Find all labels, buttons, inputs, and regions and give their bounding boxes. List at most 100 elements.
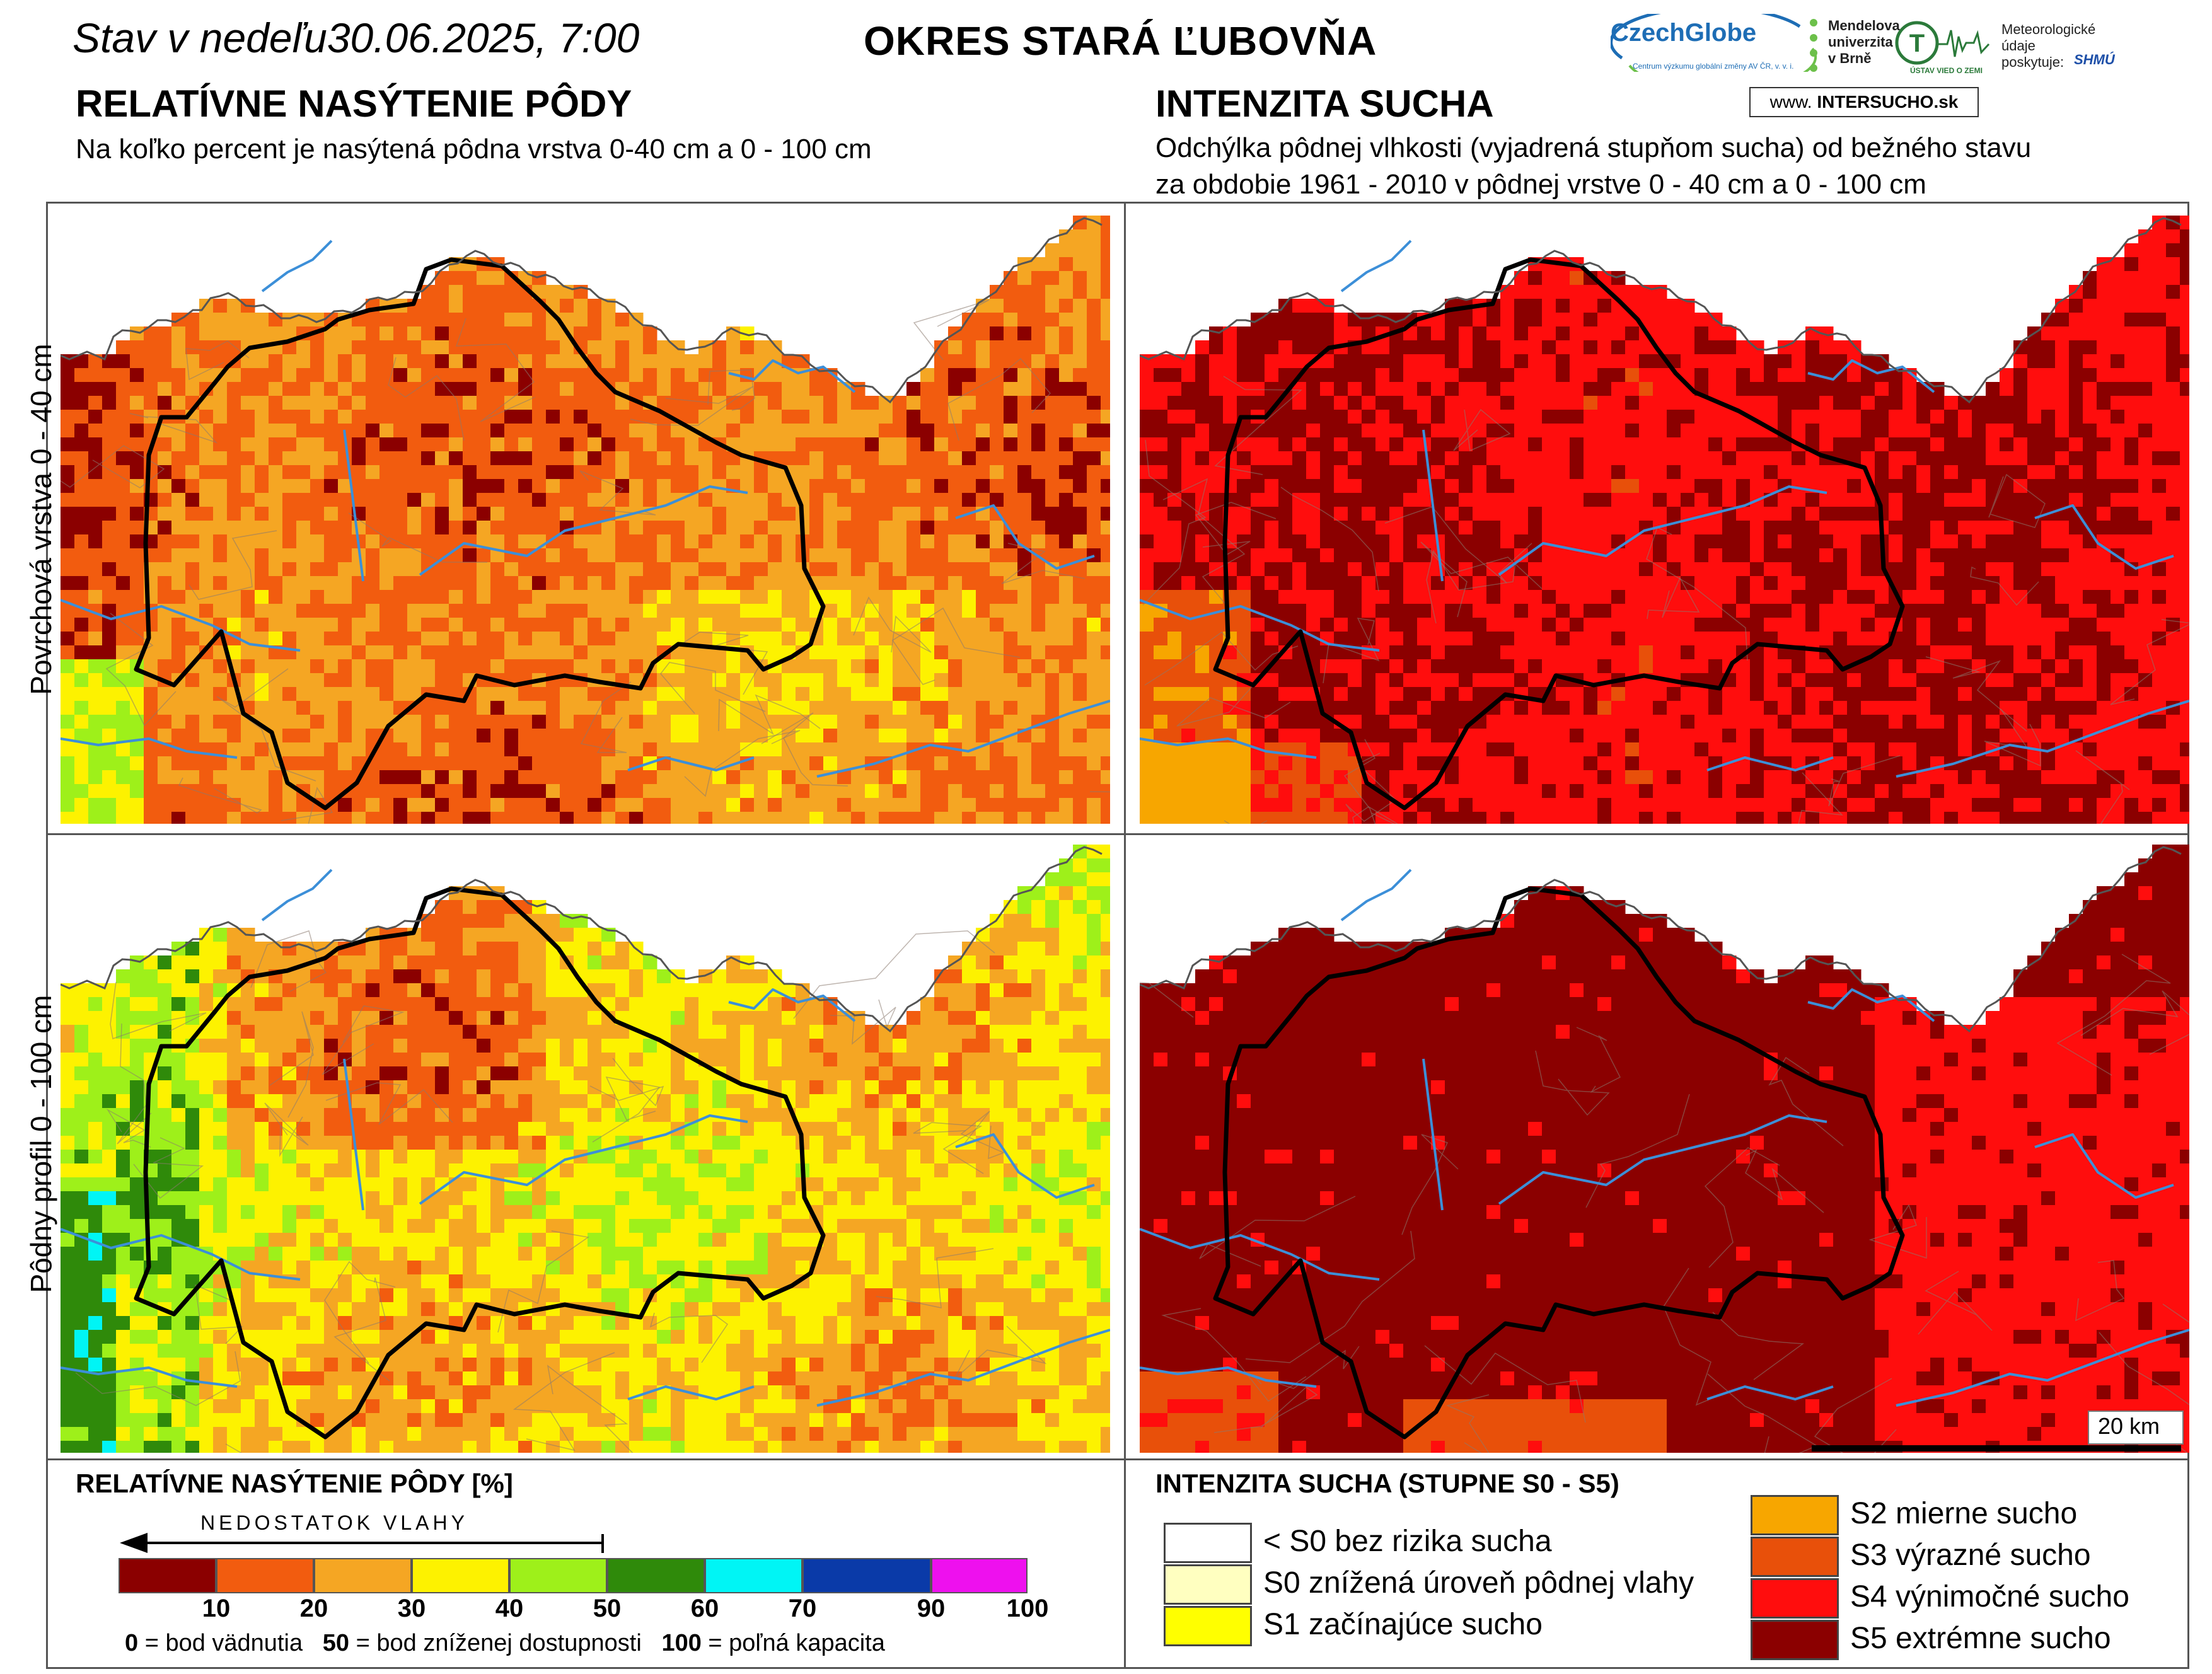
map-cell: [324, 410, 339, 424]
map-cell: [393, 673, 408, 688]
intersucho-link[interactable]: www. INTERSUCHO.sk: [1749, 87, 1979, 117]
map-cell: [712, 729, 727, 743]
map-cell: [435, 798, 449, 812]
map-cell: [671, 451, 685, 466]
map-cell: [685, 770, 699, 785]
map-cell: [643, 368, 657, 383]
map-cell: [1431, 673, 1445, 688]
map-cell: [1140, 618, 1154, 632]
map-cell: [643, 645, 657, 660]
map-cell: [310, 632, 325, 646]
map-cell: [1486, 313, 1501, 327]
map-cell: [1625, 729, 1640, 743]
map-cell: [1750, 465, 1764, 480]
map-cell: [1017, 437, 1032, 452]
map-cell: [1389, 576, 1404, 591]
map-cell: [352, 479, 366, 494]
map-cell: [1017, 451, 1032, 466]
map-cell: [1278, 424, 1293, 438]
map-cell: [1445, 424, 1459, 438]
map-cell: [88, 715, 103, 729]
map-cell: [158, 632, 172, 646]
map-cell: [1514, 299, 1529, 313]
map-cell: [1306, 340, 1321, 355]
map-cell: [837, 562, 852, 577]
map-cell: [269, 715, 283, 729]
map-cell: [1736, 590, 1751, 604]
map-cell: [88, 479, 103, 494]
map-cell: [546, 590, 560, 604]
map-cell: [449, 645, 463, 660]
map-cell: [574, 770, 588, 785]
map-cell: [1375, 770, 1390, 785]
map-cell: [185, 548, 200, 563]
map-cell: [449, 701, 463, 715]
map-cell: [1348, 715, 1362, 729]
map-cell: [1889, 451, 1903, 466]
map-cell: [1004, 382, 1018, 396]
map-cell: [629, 479, 644, 494]
map-cell: [1195, 784, 1210, 799]
map-cell: [407, 507, 422, 521]
map-cell: [1584, 410, 1598, 424]
map-cell: [504, 465, 519, 480]
map-cell: [1847, 521, 1862, 535]
map-cell: [712, 742, 727, 757]
map-cell: [1004, 784, 1018, 799]
map-cell: [532, 326, 547, 341]
map-cell: [1611, 451, 1626, 466]
map-cell: [698, 382, 713, 396]
map-cell: [934, 770, 949, 785]
map-cell: [1694, 340, 1709, 355]
map-cell: [1819, 396, 1834, 410]
map-cell: [1667, 729, 1681, 743]
map-cell: [1570, 521, 1584, 535]
map-cell: [407, 590, 422, 604]
map-cell: [1209, 632, 1224, 646]
map-cell: [1073, 812, 1087, 824]
map-cell: [1140, 368, 1154, 383]
map-cell: [1431, 340, 1445, 355]
map-cell: [1792, 424, 1806, 438]
map-cell: [158, 521, 172, 535]
map-cell: [310, 548, 325, 563]
map-cell: [324, 687, 339, 701]
map-cell: [449, 299, 463, 313]
map-cell: [1154, 590, 1168, 604]
map-cell: [837, 729, 852, 743]
map-cell: [88, 396, 103, 410]
map-cell: [1459, 340, 1473, 355]
map-cell: [976, 534, 990, 549]
map-cell: [560, 451, 574, 466]
map-cell: [1486, 618, 1501, 632]
map-cell: [1570, 742, 1584, 757]
map-cell: [1847, 632, 1862, 646]
map-cell: [1792, 673, 1806, 688]
map-cell: [393, 659, 408, 674]
map-cell: [379, 507, 394, 521]
map-cell: [102, 410, 117, 424]
map-cell: [1195, 659, 1210, 674]
map-cell: [518, 645, 533, 660]
map-cell: [1805, 687, 1820, 701]
map-cell: [1667, 326, 1681, 341]
map-cell: [782, 562, 796, 577]
map-cell: [1334, 534, 1348, 549]
map-cell: [435, 659, 449, 674]
map-cell: [1486, 729, 1501, 743]
map-cell: [1514, 673, 1529, 688]
map-cell: [643, 534, 657, 549]
map-cell: [1875, 479, 1889, 494]
map-cell: [1209, 770, 1224, 785]
map-cell: [61, 507, 75, 521]
map-cell: [851, 548, 866, 563]
map-cell: [1362, 437, 1376, 452]
map-cell: [1251, 576, 1265, 591]
map-cell: [657, 618, 671, 632]
map-cell: [518, 451, 533, 466]
map-cell: [601, 604, 616, 618]
map-cell: [1500, 590, 1515, 604]
map-cell: [1750, 812, 1764, 824]
map-cell: [1101, 465, 1110, 480]
map-cell: [1542, 437, 1556, 452]
